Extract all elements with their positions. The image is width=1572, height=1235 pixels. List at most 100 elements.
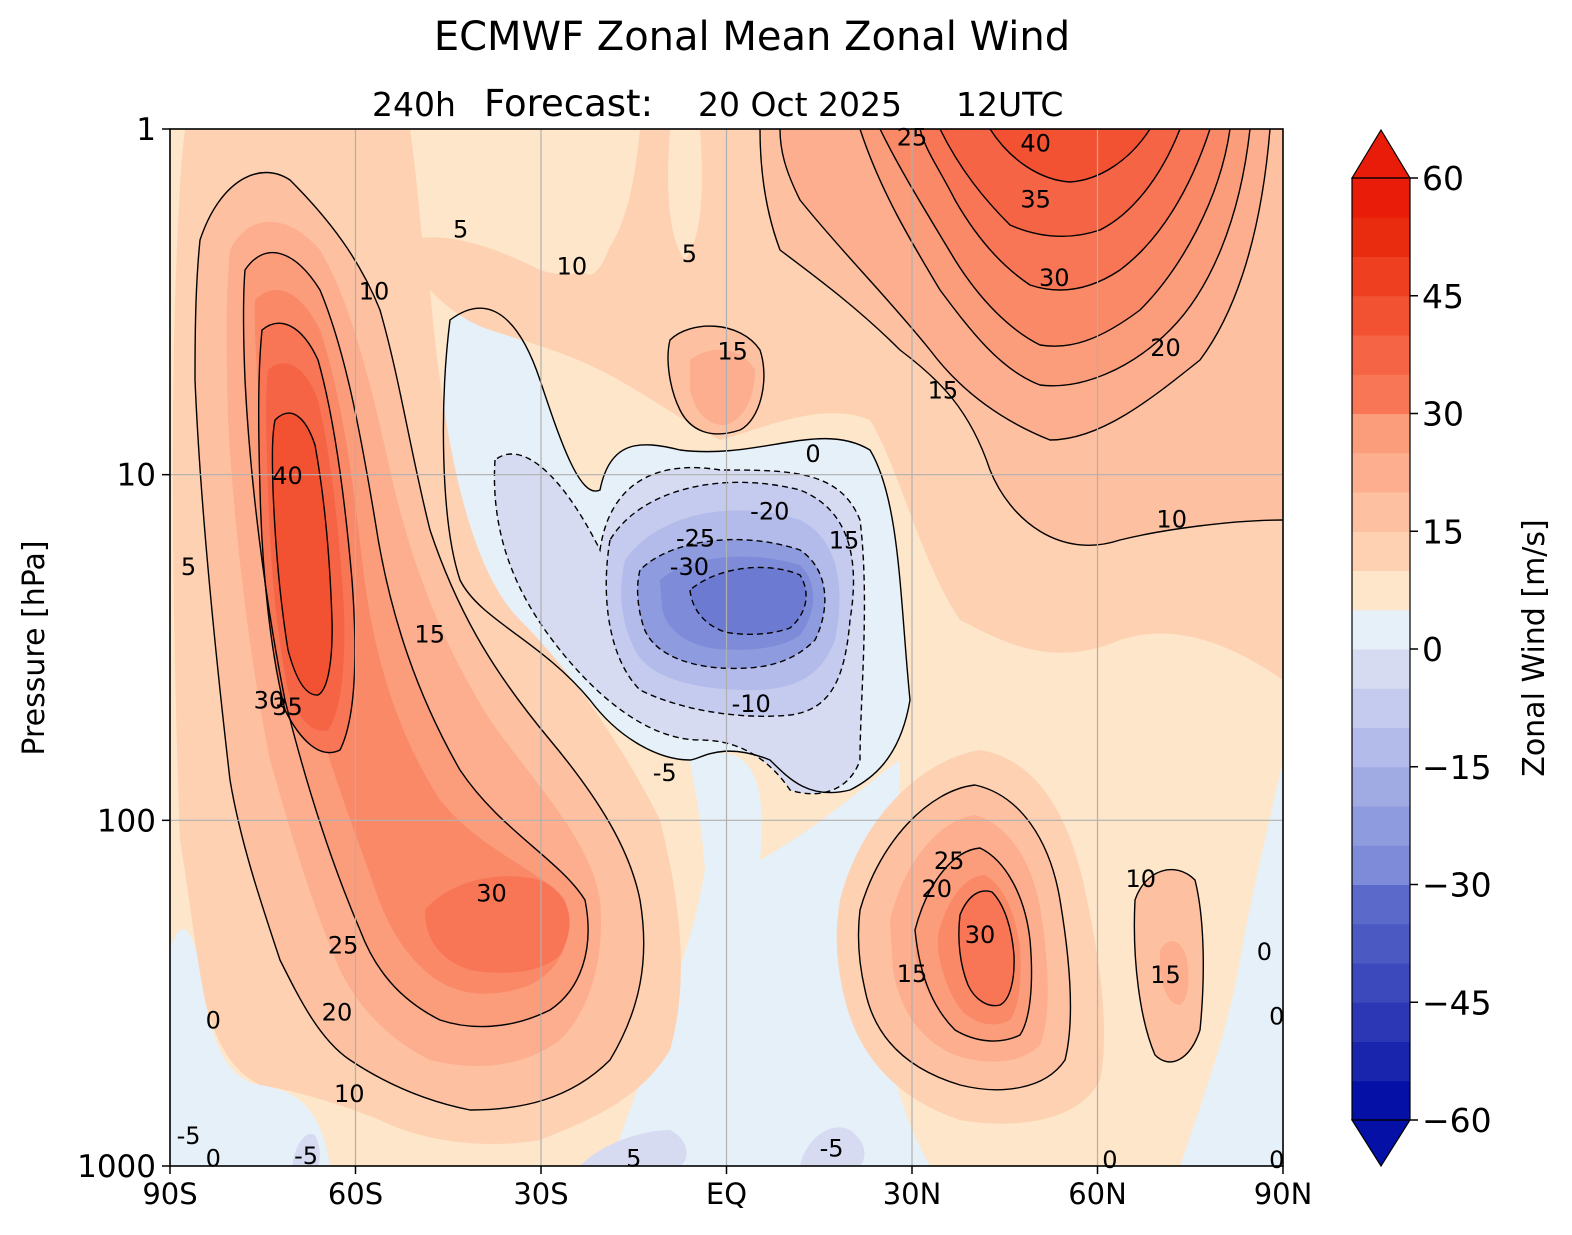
colorbar-band xyxy=(1352,688,1410,728)
contour-line-sh-10 xyxy=(194,171,645,1111)
contour-line-neg5 xyxy=(493,453,866,795)
colorbar-band xyxy=(1352,256,1410,297)
colorbar-band xyxy=(1352,963,1410,1003)
field-neg-pocket-2 xyxy=(800,1127,865,1166)
contour-label: 5 xyxy=(453,215,468,243)
x-tick-label: 30N xyxy=(883,1177,942,1211)
field-pos-eq-15 xyxy=(690,349,755,425)
x-tick-label: EQ xyxy=(706,1177,747,1211)
contour-label: 5 xyxy=(682,240,697,268)
colorbar-band xyxy=(1352,570,1410,611)
field-neg-strat-30 xyxy=(690,567,807,635)
contour-line-nh-30 xyxy=(919,129,1211,291)
y-tick-label: 1000 xyxy=(77,1149,156,1185)
contour-label: 20 xyxy=(1150,334,1181,362)
contour-line-eq-15 xyxy=(667,325,765,435)
colorbar-label: Zonal Wind [m/s] xyxy=(1517,519,1552,776)
y-tick-label: 100 xyxy=(97,803,156,839)
colorbar-tick-label: 45 xyxy=(1422,277,1464,316)
chart-subtitle-forecast: Forecast: xyxy=(484,82,653,125)
chart-subtitle-lead: 240h xyxy=(372,85,456,124)
y-axis-label: Pressure [hPa] xyxy=(17,540,52,755)
contour-label: -5 xyxy=(177,1122,201,1150)
contour-label: 20 xyxy=(322,999,353,1027)
contour-label: 15 xyxy=(414,621,445,649)
contour-label: 20 xyxy=(921,875,952,903)
colorbar-band xyxy=(1352,609,1410,650)
field-neg-pocket-3 xyxy=(292,1134,320,1166)
colorbar: 60 45 30 15 0 −15 −30 −45 −60 xyxy=(1350,128,1492,1168)
colorbar-tick-label: −30 xyxy=(1422,866,1492,905)
colorbar-band xyxy=(1352,649,1410,689)
contour-label: 10 xyxy=(557,253,588,281)
contour-label: 5 xyxy=(626,1144,641,1172)
contour-label: 30 xyxy=(476,880,507,908)
contour-label: 0 xyxy=(206,1007,221,1035)
colorbar-band xyxy=(1352,845,1410,885)
field-pos-sh-30b xyxy=(425,876,570,973)
contour-label: -30 xyxy=(670,553,709,581)
contour-line-nhjet-10 xyxy=(857,784,1072,1091)
contour-label: 40 xyxy=(1020,129,1051,157)
colorbar-extend-min xyxy=(1350,1119,1412,1168)
colorbar-tick-label: 0 xyxy=(1422,630,1443,669)
contour-label: 10 xyxy=(359,277,390,305)
contour-label: 0 xyxy=(1102,1146,1117,1174)
y-tick-label: 1 xyxy=(136,112,156,148)
contour-line-neg10 xyxy=(605,481,855,717)
chart-subtitle-date: 20 Oct 2025 xyxy=(698,85,902,124)
contour-label: 25 xyxy=(328,931,359,959)
y-tick-label: 10 xyxy=(117,458,156,494)
contour-line-zero-strat xyxy=(442,307,911,794)
contour-label: 35 xyxy=(1020,186,1051,214)
contour-line-nhjet-30 xyxy=(958,890,1015,1007)
colorbar-band xyxy=(1352,1080,1410,1121)
contour-label: -5 xyxy=(820,1135,844,1163)
field-pos-nhhl-15 xyxy=(1160,941,1189,1005)
field-neg-nh-polar xyxy=(1180,760,1283,1166)
contour-label: 5 xyxy=(181,553,196,581)
chart-subtitle-time: 12UTC xyxy=(956,85,1063,124)
field-neg-pocket-1 xyxy=(580,1130,687,1166)
x-tick-label: 60N xyxy=(1068,1177,1127,1211)
colorbar-tick-label: 15 xyxy=(1422,512,1464,551)
colorbar-band xyxy=(1352,217,1410,257)
contour-line-sh-40 xyxy=(271,412,333,696)
contour-line-neg20 xyxy=(636,538,826,670)
contour-label: 10 xyxy=(334,1080,365,1108)
colorbar-band xyxy=(1352,335,1410,375)
contour-line-sh-20 xyxy=(242,251,589,1028)
x-tick-label: 30S xyxy=(513,1177,568,1211)
colorbar-band xyxy=(1352,1041,1410,1082)
field-pos-sh-40 xyxy=(272,413,333,696)
contour-label: -5 xyxy=(653,759,677,787)
colorbar-band xyxy=(1352,1002,1410,1042)
field-neg-low-tropics xyxy=(610,753,930,1166)
colorbar-tick-label: 60 xyxy=(1422,159,1464,198)
contour-line-nhhl-10 xyxy=(1133,869,1204,1063)
field-pos-strat-5c xyxy=(520,129,630,275)
colorbar-band xyxy=(1352,413,1410,454)
colorbar-band xyxy=(1352,452,1410,493)
x-tick-label: 60S xyxy=(328,1177,383,1211)
colorbar-band xyxy=(1352,374,1410,414)
contour-lines xyxy=(194,129,1283,1111)
colorbar-tick-label: −45 xyxy=(1422,983,1492,1022)
x-axis: 90S 60S 30S EQ 30N 60N 90N xyxy=(142,1166,1312,1211)
contour-label: 25 xyxy=(897,124,928,152)
contour-label: 10 xyxy=(1156,506,1187,534)
colorbar-tick-label: −15 xyxy=(1422,748,1492,787)
x-tick-label: 90N xyxy=(1254,1177,1313,1211)
contour-label: -25 xyxy=(676,525,715,553)
chart-title: ECMWF Zonal Mean Zonal Wind xyxy=(434,14,1070,60)
colorbar-band xyxy=(1352,766,1410,807)
contour-label: 30 xyxy=(254,686,285,714)
colorbar-band xyxy=(1352,178,1410,218)
contour-label: -20 xyxy=(750,498,789,526)
contour-label: 35 xyxy=(272,693,303,721)
contour-label: 15 xyxy=(1150,961,1181,989)
contour-label: 25 xyxy=(934,847,965,875)
colorbar-extend-max xyxy=(1350,128,1412,179)
colorbar-band xyxy=(1352,727,1410,768)
colorbar-band xyxy=(1352,884,1410,925)
